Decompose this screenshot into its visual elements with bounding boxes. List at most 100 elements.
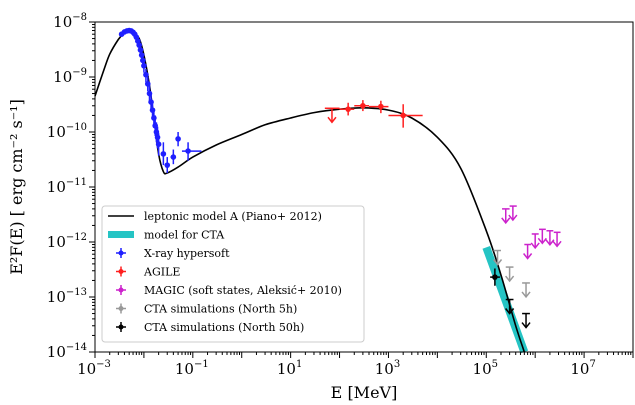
legend-entry: model for CTA: [108, 229, 225, 242]
x-tick-label: 10−1: [175, 359, 209, 378]
legend-entry: MAGIC (soft states, Aleksić+ 2010): [116, 284, 342, 297]
data-point: [492, 274, 498, 280]
y-tick-label: 10−14: [47, 342, 87, 361]
y-tick-exponent: −12: [66, 232, 87, 243]
data-point: [143, 71, 149, 78]
upper-limit-arrow: [523, 253, 533, 260]
legend-entry: AGILE: [116, 266, 180, 279]
x-tick-base: 10: [277, 360, 296, 378]
upper-limit-arrow: [505, 308, 515, 315]
data-point: [160, 151, 167, 157]
y-tick-label: 10−10: [47, 122, 87, 141]
data-point: [345, 106, 351, 112]
legend-label: AGILE: [143, 266, 180, 279]
legend-swatch-marker: [118, 269, 124, 274]
x-tick-exponent: −3: [96, 359, 111, 370]
points-layer: [118, 27, 562, 329]
x-tick-base: 10: [570, 360, 589, 378]
y-tick-base: 10: [53, 68, 72, 86]
y-tick-exponent: −10: [66, 122, 87, 133]
legend-entry: leptonic model A (Piano+ 2012): [108, 210, 322, 223]
data-point: [154, 134, 161, 141]
upper-limit-arrow: [492, 259, 503, 266]
x-tick-exponent: 5: [492, 359, 498, 370]
legend-label: X-ray hypersoft: [144, 247, 230, 260]
y-tick-base: 10: [47, 288, 66, 306]
legend-label: leptonic model A (Piano+ 2012): [144, 210, 322, 223]
upper-limit-arrow: [501, 217, 511, 225]
series-0: [118, 27, 202, 173]
y-tick-label: 10−12: [47, 232, 87, 251]
y-tick-exponent: −11: [66, 177, 87, 188]
x-tick-label: 10−3: [77, 359, 111, 378]
legend-swatch-marker: [118, 250, 124, 256]
data-point: [175, 136, 181, 142]
data-point: [144, 81, 151, 87]
upper-limit-arrow: [327, 116, 337, 124]
data-point: [141, 62, 147, 69]
y-tick-label: 10−11: [47, 177, 87, 196]
x-tick-label: 101: [277, 359, 302, 378]
legend-label: CTA simulations (North 5h): [144, 303, 297, 316]
data-point: [185, 148, 191, 154]
x-tick-base: 10: [473, 360, 492, 378]
legend-swatch-marker: [118, 324, 124, 330]
upper-limit-arrow: [505, 275, 515, 283]
upper-limit-arrow: [537, 237, 547, 245]
data-point: [155, 141, 162, 148]
series-4: [490, 268, 531, 329]
legend-entry: CTA simulations (North 50h): [116, 321, 304, 334]
upper-limit-arrow: [521, 322, 531, 329]
y-tick-base: 10: [47, 178, 66, 196]
upper-limit-arrow: [508, 214, 518, 222]
y-tick-base: 10: [47, 123, 66, 141]
x-axis-label: E [MeV]: [331, 383, 398, 402]
x-tick-label: 105: [473, 359, 498, 378]
y-tick-exponent: −13: [66, 287, 87, 298]
x-tick-base: 10: [77, 360, 96, 378]
legend-label: CTA simulations (North 50h): [144, 321, 304, 334]
series-3: [492, 249, 531, 299]
legend-swatch-marker: [118, 287, 124, 293]
data-point: [164, 162, 171, 168]
x-tick-base: 10: [175, 360, 194, 378]
y-tick-base: 10: [47, 233, 66, 251]
y-tick-exponent: −8: [72, 12, 87, 23]
x-tick-exponent: −1: [194, 359, 209, 370]
upper-limit-arrow: [521, 291, 531, 299]
data-point: [378, 103, 384, 110]
data-point: [400, 112, 406, 119]
legend-label: model for CTA: [144, 229, 225, 242]
x-tick-exponent: 3: [394, 359, 400, 370]
series-2: [501, 205, 562, 260]
y-tick-exponent: −14: [66, 342, 87, 353]
data-point: [138, 52, 145, 58]
y-tick-base: 10: [53, 13, 72, 31]
x-tick-exponent: 1: [296, 359, 302, 370]
x-tick-label: 103: [375, 359, 400, 378]
upper-limit-arrow: [530, 242, 540, 250]
y-tick-exponent: −9: [72, 67, 87, 78]
y-axis-label: E²F(E) [ erg cm⁻² s⁻¹]: [7, 99, 26, 275]
upper-limit-arrow: [552, 240, 562, 248]
axis-ticks: 10−3 10−1 101 103 105 10710−810−910−1010−1110…: [47, 12, 634, 378]
y-tick-label: 10−8: [53, 12, 87, 31]
y-tick-base: 10: [47, 343, 66, 361]
upper-limit-arrow: [545, 239, 555, 246]
legend-label: MAGIC (soft states, Aleksić+ 2010): [144, 284, 342, 297]
y-tick-label: 10−9: [53, 67, 87, 86]
legend-box: [101, 205, 365, 343]
data-point: [140, 57, 146, 64]
x-tick-exponent: 7: [589, 359, 595, 370]
y-tick-label: 10−13: [47, 287, 87, 306]
legend: leptonic model A (Piano+ 2012) model for …: [101, 205, 365, 343]
x-tick-base: 10: [375, 360, 394, 378]
legend-entry: X-ray hypersoft: [116, 247, 230, 260]
legend-swatch-marker: [118, 306, 124, 311]
series-1: [324, 100, 423, 128]
data-point: [170, 154, 177, 160]
x-tick-label: 107: [570, 359, 595, 378]
legend-entry: CTA simulations (North 5h): [116, 303, 297, 316]
data-point: [360, 102, 366, 109]
